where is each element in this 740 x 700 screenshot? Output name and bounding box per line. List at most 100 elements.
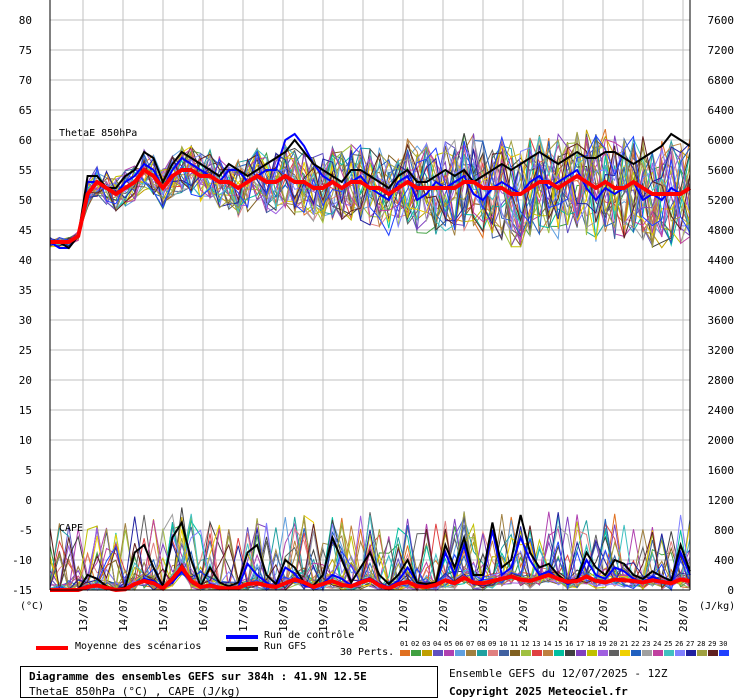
pert-number: 23 [642, 640, 651, 648]
y-right-tick: 2800 [708, 374, 735, 387]
y-left-tick: 5 [25, 464, 32, 477]
y-left-tick: 80 [19, 14, 32, 27]
legend-control-swatch [226, 635, 258, 639]
pert-number: 21 [620, 640, 629, 648]
y-right-tick: 0 [727, 584, 734, 597]
y-left-tick: 10 [19, 434, 32, 447]
x-tick: 19/07 [317, 599, 330, 632]
member-thetae-line [50, 142, 691, 248]
pert-number: 16 [565, 640, 574, 648]
legend-gfs-swatch [226, 647, 258, 651]
pert-number: 24 [653, 640, 662, 648]
y-left-tick: 25 [19, 344, 32, 357]
x-tick: 27/07 [637, 599, 650, 632]
info-box: Diagramme des ensembles GEFS sur 384h : … [20, 666, 438, 698]
left-unit-label: (°C) [20, 601, 44, 612]
y-left-tick: 15 [19, 404, 32, 417]
pert-swatch [477, 650, 487, 656]
y-left-tick: 65 [19, 104, 32, 117]
pert-number: 18 [587, 640, 596, 648]
pert-number: 03 [422, 640, 431, 648]
main-lines [49, 132, 692, 593]
legend-perts-label: 30 Perts. [340, 647, 395, 658]
pert-number: 30 [719, 640, 728, 648]
member-thetae-line [49, 140, 691, 243]
pert-swatch [565, 650, 575, 656]
copyright: Copyright 2025 Meteociel.fr [449, 685, 628, 698]
pert-swatch [675, 650, 685, 656]
pert-number: 14 [543, 640, 552, 648]
y-right-tick: 4000 [708, 284, 735, 297]
run-info: Ensemble GEFS du 12/07/2025 - 12Z [449, 667, 668, 680]
pert-swatch [521, 650, 531, 656]
y-right-tick: 7600 [708, 14, 735, 27]
pert-swatch [510, 650, 520, 656]
pert-number: 15 [554, 640, 563, 648]
pert-number: 28 [697, 640, 706, 648]
y-left-tick: 60 [19, 134, 32, 147]
pert-number: 17 [576, 640, 585, 648]
y-right-tick: 4400 [708, 254, 735, 267]
chart-title: Diagramme des ensembles GEFS sur 384h : … [29, 670, 367, 683]
pert-number: 29 [708, 640, 717, 648]
pert-swatch [664, 650, 674, 656]
y-right-tick: 3600 [708, 314, 735, 327]
y-left-tick: -10 [12, 554, 32, 567]
pert-number: 02 [411, 640, 420, 648]
pert-number: 11 [510, 640, 519, 648]
x-tick: 17/07 [237, 599, 250, 632]
pert-swatch [653, 650, 663, 656]
pert-number: 10 [499, 640, 508, 648]
pert-swatch [411, 650, 421, 656]
legend-mean-swatch [36, 646, 68, 650]
y-left-tick: -5 [19, 524, 32, 537]
x-tick: 21/07 [397, 599, 410, 632]
pert-swatch [576, 650, 586, 656]
y-right-tick: 6000 [708, 134, 735, 147]
legend-mean-label: Moyenne des scénarios [75, 641, 202, 652]
y-right-tick: 800 [714, 524, 734, 537]
pert-swatch [422, 650, 432, 656]
pert-number: 20 [609, 640, 618, 648]
chart-subtitle: ThetaE 850hPa (°C) , CAPE (J/kg) [29, 685, 241, 698]
pert-number: 13 [532, 640, 541, 648]
y-left-tick: 75 [19, 44, 32, 57]
thetae-series-label: ThetaE 850hPa [59, 128, 137, 139]
member-cape-line [49, 511, 691, 591]
right-unit-label: (J/kg) [699, 601, 735, 612]
y-right-tick: 5600 [708, 164, 735, 177]
pert-swatch [554, 650, 564, 656]
pert-swatch [499, 650, 509, 656]
pert-swatch [433, 650, 443, 656]
pert-swatch [532, 650, 542, 656]
y-right-tick: 6800 [708, 74, 735, 87]
y-right-tick: 1600 [708, 464, 735, 477]
x-tick: 25/07 [557, 599, 570, 632]
pert-swatch [620, 650, 630, 656]
y-left-tick: 45 [19, 224, 32, 237]
x-tick: 24/07 [517, 599, 530, 632]
pert-swatch [719, 650, 729, 656]
pert-swatch [609, 650, 619, 656]
gfs-thetae-line [50, 132, 691, 250]
x-tick: 16/07 [197, 599, 210, 632]
pert-number: 06 [455, 640, 464, 648]
x-tick: 15/07 [157, 599, 170, 632]
legend-control-label: Run de contrôle [264, 630, 355, 641]
pert-number: 12 [521, 640, 530, 648]
y-left-tick: 55 [19, 164, 32, 177]
y-left-tick: 35 [19, 284, 32, 297]
pert-number: 01 [400, 640, 409, 648]
pert-swatch [587, 650, 597, 656]
member-thetae-line [49, 136, 691, 247]
pert-swatch [488, 650, 498, 656]
pert-number: 07 [466, 640, 475, 648]
x-tick: 20/07 [357, 599, 370, 632]
grid [50, 0, 690, 591]
pert-swatch [444, 650, 454, 656]
pert-number: 08 [477, 640, 486, 648]
pert-number: 09 [488, 640, 497, 648]
y-right-tick: 3200 [708, 344, 735, 357]
cape-series-label: CAPE [59, 523, 83, 534]
